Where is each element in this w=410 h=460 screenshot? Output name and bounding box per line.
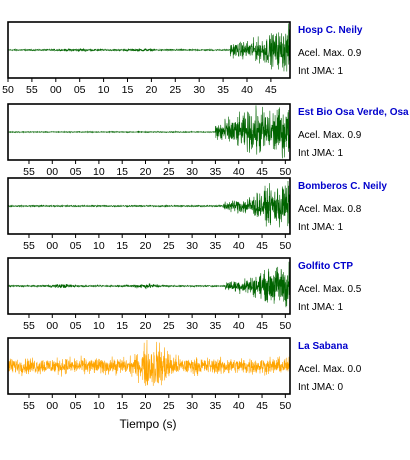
- x-tick-label: 15: [116, 400, 128, 412]
- x-tick-label: 20: [140, 320, 152, 332]
- panel-1: 50 55 00 05 10 15 20 25 30 35 40 45 Hosp C. Neily Ace…: [2, 21, 363, 96]
- x-tick-label: 55: [23, 166, 35, 178]
- max-acceleration-label: Acel. Max. 0.9: [298, 130, 362, 141]
- max-acceleration-label: Acel. Max. 0.0: [298, 364, 362, 375]
- x-tick-label: 40: [233, 166, 245, 178]
- x-tick-label: 50: [279, 240, 291, 252]
- x-tick-label: 25: [163, 240, 175, 252]
- waveform-trace: [7, 105, 291, 159]
- x-tick-label: 30: [186, 320, 198, 332]
- station-name: Golfito CTP: [298, 261, 353, 272]
- jma-intensity-label: Int JMA: 1: [298, 222, 343, 233]
- x-tick-label: 25: [169, 84, 181, 96]
- x-tick-label: 35: [210, 240, 222, 252]
- x-tick-label: 45: [256, 320, 268, 332]
- x-axis-title: Tiempo (s): [120, 417, 177, 431]
- x-tick-label: 00: [46, 320, 58, 332]
- x-tick-label: 15: [116, 320, 128, 332]
- x-tick-label: 10: [93, 320, 105, 332]
- jma-intensity-label: Int JMA: 1: [298, 302, 343, 313]
- x-tick-label: 35: [217, 84, 229, 96]
- waveform-trace: [7, 339, 291, 386]
- jma-intensity-label: Int JMA: 1: [298, 148, 343, 159]
- x-tick-label: 10: [93, 400, 105, 412]
- panel-2: 55 00 05 10 15 20 25 30 35 40 45 50 Est Bio Osa Verd…: [7, 103, 409, 178]
- x-tick-label: 30: [186, 240, 198, 252]
- panel-frame: [7, 177, 291, 235]
- x-tick-label: 00: [46, 400, 58, 412]
- x-tick-label: 40: [241, 84, 253, 96]
- station-name: Bomberos C. Neily: [298, 181, 387, 192]
- waveform-trace: [7, 261, 291, 308]
- panel-frame: [7, 337, 291, 395]
- panel-3: 55 00 05 10 15 20 25 30 35 40 45 50 Bomberos C. Neil…: [7, 177, 387, 252]
- max-acceleration-label: Acel. Max. 0.5: [298, 284, 362, 295]
- x-tick-label: 25: [163, 320, 175, 332]
- x-tick-label: 50: [279, 400, 291, 412]
- x-tick-label: 10: [93, 240, 105, 252]
- x-tick-label: 25: [163, 166, 175, 178]
- panel-frame: [7, 257, 291, 315]
- x-tick-label: 50: [2, 84, 14, 96]
- x-tick-label: 10: [93, 166, 105, 178]
- x-tick-label: 45: [265, 84, 277, 96]
- panel-frame: [7, 21, 291, 79]
- x-tick-label: 25: [163, 400, 175, 412]
- panel-5: 55 00 05 10 15 20 25 30 35 40 45 50 La Sabana Acel. M…: [7, 337, 362, 412]
- x-tick-label: 30: [186, 400, 198, 412]
- x-tick-label: 05: [70, 400, 82, 412]
- x-tick-label: 20: [140, 166, 152, 178]
- max-acceleration-label: Acel. Max. 0.9: [298, 48, 362, 59]
- x-tick-label: 05: [70, 240, 82, 252]
- x-tick-label: 30: [193, 84, 205, 96]
- x-tick-label: 00: [46, 240, 58, 252]
- x-tick-label: 45: [256, 166, 268, 178]
- x-tick-label: 45: [256, 400, 268, 412]
- x-tick-label: 15: [116, 166, 128, 178]
- x-tick-label: 30: [186, 166, 198, 178]
- x-tick-label: 40: [233, 400, 245, 412]
- x-tick-label: 50: [279, 166, 291, 178]
- waveform-trace: [7, 23, 291, 72]
- station-name: Est Bio Osa Verde, Osa: [298, 107, 409, 118]
- x-tick-label: 55: [23, 400, 35, 412]
- x-tick-label: 15: [122, 84, 134, 96]
- x-tick-label: 55: [23, 240, 35, 252]
- panel-frame: [7, 103, 291, 161]
- jma-intensity-label: Int JMA: 0: [298, 382, 343, 393]
- x-tick-label: 45: [256, 240, 268, 252]
- x-tick-label: 00: [46, 166, 58, 178]
- panel-4: 55 00 05 10 15 20 25 30 35 40 45 50 Golfito CTP Acel.…: [7, 257, 362, 332]
- x-tick-label: 35: [210, 320, 222, 332]
- x-tick-label: 20: [140, 400, 152, 412]
- x-tick-label: 50: [279, 320, 291, 332]
- x-tick-label: 05: [70, 320, 82, 332]
- x-tick-label: 35: [210, 400, 222, 412]
- waveform-trace: [7, 180, 291, 229]
- x-tick-label: 00: [50, 84, 62, 96]
- x-tick-label: 20: [140, 240, 152, 252]
- x-tick-label: 15: [116, 240, 128, 252]
- station-name: Hosp C. Neily: [298, 25, 363, 36]
- x-tick-label: 20: [146, 84, 158, 96]
- max-acceleration-label: Acel. Max. 0.8: [298, 204, 362, 215]
- x-tick-label: 40: [233, 320, 245, 332]
- x-tick-label: 55: [26, 84, 38, 96]
- x-tick-label: 05: [70, 166, 82, 178]
- jma-intensity-label: Int JMA: 1: [298, 66, 343, 77]
- x-tick-label: 55: [23, 320, 35, 332]
- x-tick-label: 10: [98, 84, 110, 96]
- x-tick-label: 05: [74, 84, 86, 96]
- station-name: La Sabana: [298, 341, 348, 352]
- x-tick-label: 40: [233, 240, 245, 252]
- x-tick-label: 35: [210, 166, 222, 178]
